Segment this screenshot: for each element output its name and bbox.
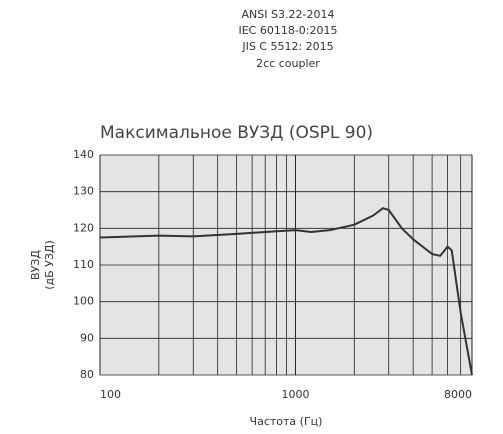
x-tick-label: 1000 xyxy=(281,388,309,401)
x-axis-label: Частота (Гц) xyxy=(250,415,323,428)
y-tick-label: 130 xyxy=(73,185,94,198)
y-tick-label: 80 xyxy=(80,368,94,381)
y-tick-label: 140 xyxy=(73,148,94,161)
y-tick-label: 100 xyxy=(73,295,94,308)
header-line: ANSI S3.22-2014 xyxy=(242,8,335,21)
y-tick-label: 90 xyxy=(80,331,94,344)
header-line: IEC 60118-0:2015 xyxy=(238,24,337,37)
y-axis-label: (дБ УЗД) xyxy=(43,240,56,290)
header-line: JIS C 5512: 2015 xyxy=(241,40,333,53)
y-axis-label: ВУЗД xyxy=(29,250,42,280)
data-line xyxy=(99,207,473,376)
y-tick-label: 120 xyxy=(73,221,94,234)
y-tick-label: 110 xyxy=(73,258,94,271)
header-line: 2cc coupler xyxy=(256,57,320,70)
chart-title: Максимальное ВУЗД (OSPL 90) xyxy=(100,123,373,143)
x-tick-label: 8000 xyxy=(444,388,472,401)
x-tick-label: 100 xyxy=(100,388,121,401)
